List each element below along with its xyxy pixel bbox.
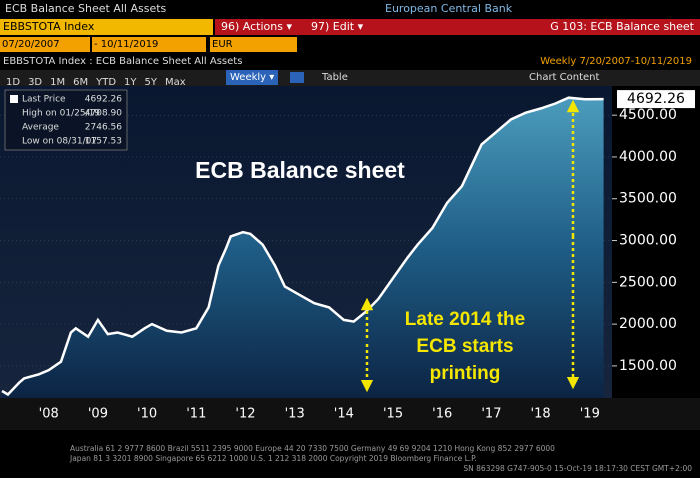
range-button[interactable]: 1Y bbox=[124, 77, 137, 88]
chart-title: ECB Balance sheet bbox=[195, 157, 405, 183]
x-axis-background bbox=[0, 398, 700, 430]
security: EBBSTOTA Index : ECB Balance Sheet All A… bbox=[3, 56, 243, 67]
range-button[interactable]: 1M bbox=[50, 77, 66, 88]
range-button[interactable]: 5Y bbox=[144, 77, 158, 88]
y-tick-label: 2000.00 bbox=[619, 316, 677, 332]
toolbar: 1D 3D 1M 6M YTD 1Y 5Y Max Weekly ▾ Table Chart … bbox=[0, 70, 700, 88]
footer-line: Australia 61 2 9777 8600 Brazil 5511 239… bbox=[70, 444, 555, 453]
range-button[interactable]: 6M bbox=[73, 77, 89, 88]
y-tick-label: 3500.00 bbox=[619, 191, 677, 207]
x-tick-label: '15 bbox=[383, 407, 403, 422]
end-date[interactable]: - 10/11/2019 bbox=[92, 37, 206, 52]
start-date[interactable]: 07/20/2007 bbox=[0, 37, 90, 52]
chart-content-button[interactable]: Chart Content bbox=[529, 72, 600, 83]
x-tick-label: '08 bbox=[39, 407, 59, 422]
actions-menu[interactable]: 96) Actions ▾ bbox=[215, 19, 306, 35]
x-tick-label: '17 bbox=[481, 407, 501, 422]
legend-box bbox=[4, 89, 128, 151]
frequency-button[interactable]: Weekly ▾ bbox=[226, 70, 279, 85]
range-buttons: 1D 3D 1M 6M YTD 1Y 5Y Max bbox=[2, 70, 190, 90]
y-tick-label: 4500.00 bbox=[619, 107, 677, 123]
x-tick-label: '19 bbox=[580, 407, 600, 422]
window-title: ECB Balance Sheet All Assets bbox=[5, 2, 167, 15]
period: Weekly 7/20/2007-10/11/2019 bbox=[540, 56, 692, 67]
legend-swatch bbox=[10, 95, 18, 103]
area-fill bbox=[2, 97, 604, 398]
currency[interactable]: EUR bbox=[210, 37, 297, 52]
x-tick-label: '11 bbox=[186, 407, 206, 422]
range-button[interactable]: 3D bbox=[28, 77, 43, 88]
x-tick-label: '16 bbox=[432, 407, 452, 422]
annotation: ECB starts bbox=[416, 336, 513, 357]
legend-label: Last Price bbox=[22, 95, 66, 105]
annotation: printing bbox=[430, 363, 501, 384]
x-tick-label: '10 bbox=[137, 407, 157, 422]
axis-background bbox=[612, 86, 700, 398]
range-button[interactable]: YTD bbox=[96, 77, 117, 88]
y-tick-label: 2500.00 bbox=[619, 274, 677, 290]
range-button[interactable]: 1D bbox=[6, 77, 21, 88]
x-tick-label: '13 bbox=[285, 407, 305, 422]
ticker-field[interactable]: EBBSTOTA Index bbox=[0, 19, 213, 35]
range-button[interactable]: Max bbox=[165, 77, 186, 88]
edit-menu[interactable]: 97) Edit ▾ bbox=[305, 19, 393, 35]
x-tick-label: '12 bbox=[235, 407, 255, 422]
legend-value: 1157.53 bbox=[85, 137, 122, 147]
x-tick-label: '09 bbox=[88, 407, 108, 422]
legend-label: High on 01/25/19 bbox=[22, 109, 100, 119]
source: European Central Bank bbox=[385, 2, 513, 15]
y-tick-label: 1500.00 bbox=[619, 358, 677, 374]
annotation: Late 2014 the bbox=[405, 309, 525, 330]
legend-value: 2746.56 bbox=[85, 123, 122, 133]
line bbox=[1, 96, 604, 397]
x-tick-label: '18 bbox=[531, 407, 551, 422]
footer-line: SN 863298 G747-905-0 15-Oct-19 18:17:30 … bbox=[463, 464, 692, 473]
page-title: G 103: ECB Balance sheet bbox=[392, 19, 700, 35]
x-tick-label: '14 bbox=[334, 407, 354, 422]
legend-label: Average bbox=[22, 123, 59, 133]
legend-label: Low on 08/31/07 bbox=[22, 137, 97, 147]
chart: 1500.00 2000.00 2500.00 3000.00 3500.00 4000.… bbox=[0, 86, 700, 430]
table-button[interactable]: Table bbox=[322, 72, 348, 83]
legend-value: 4692.26 bbox=[85, 95, 122, 105]
last-price-box bbox=[617, 90, 695, 109]
y-tick-label: 3000.00 bbox=[619, 233, 677, 249]
last-price-label: 4692.26 bbox=[627, 91, 685, 107]
legend-value: 4708.90 bbox=[85, 109, 122, 119]
chart-icon[interactable] bbox=[290, 72, 304, 83]
footer-line: Japan 81 3 3201 8900 Singapore 65 6212 1… bbox=[70, 454, 477, 463]
y-tick-label: 4000.00 bbox=[619, 149, 677, 165]
